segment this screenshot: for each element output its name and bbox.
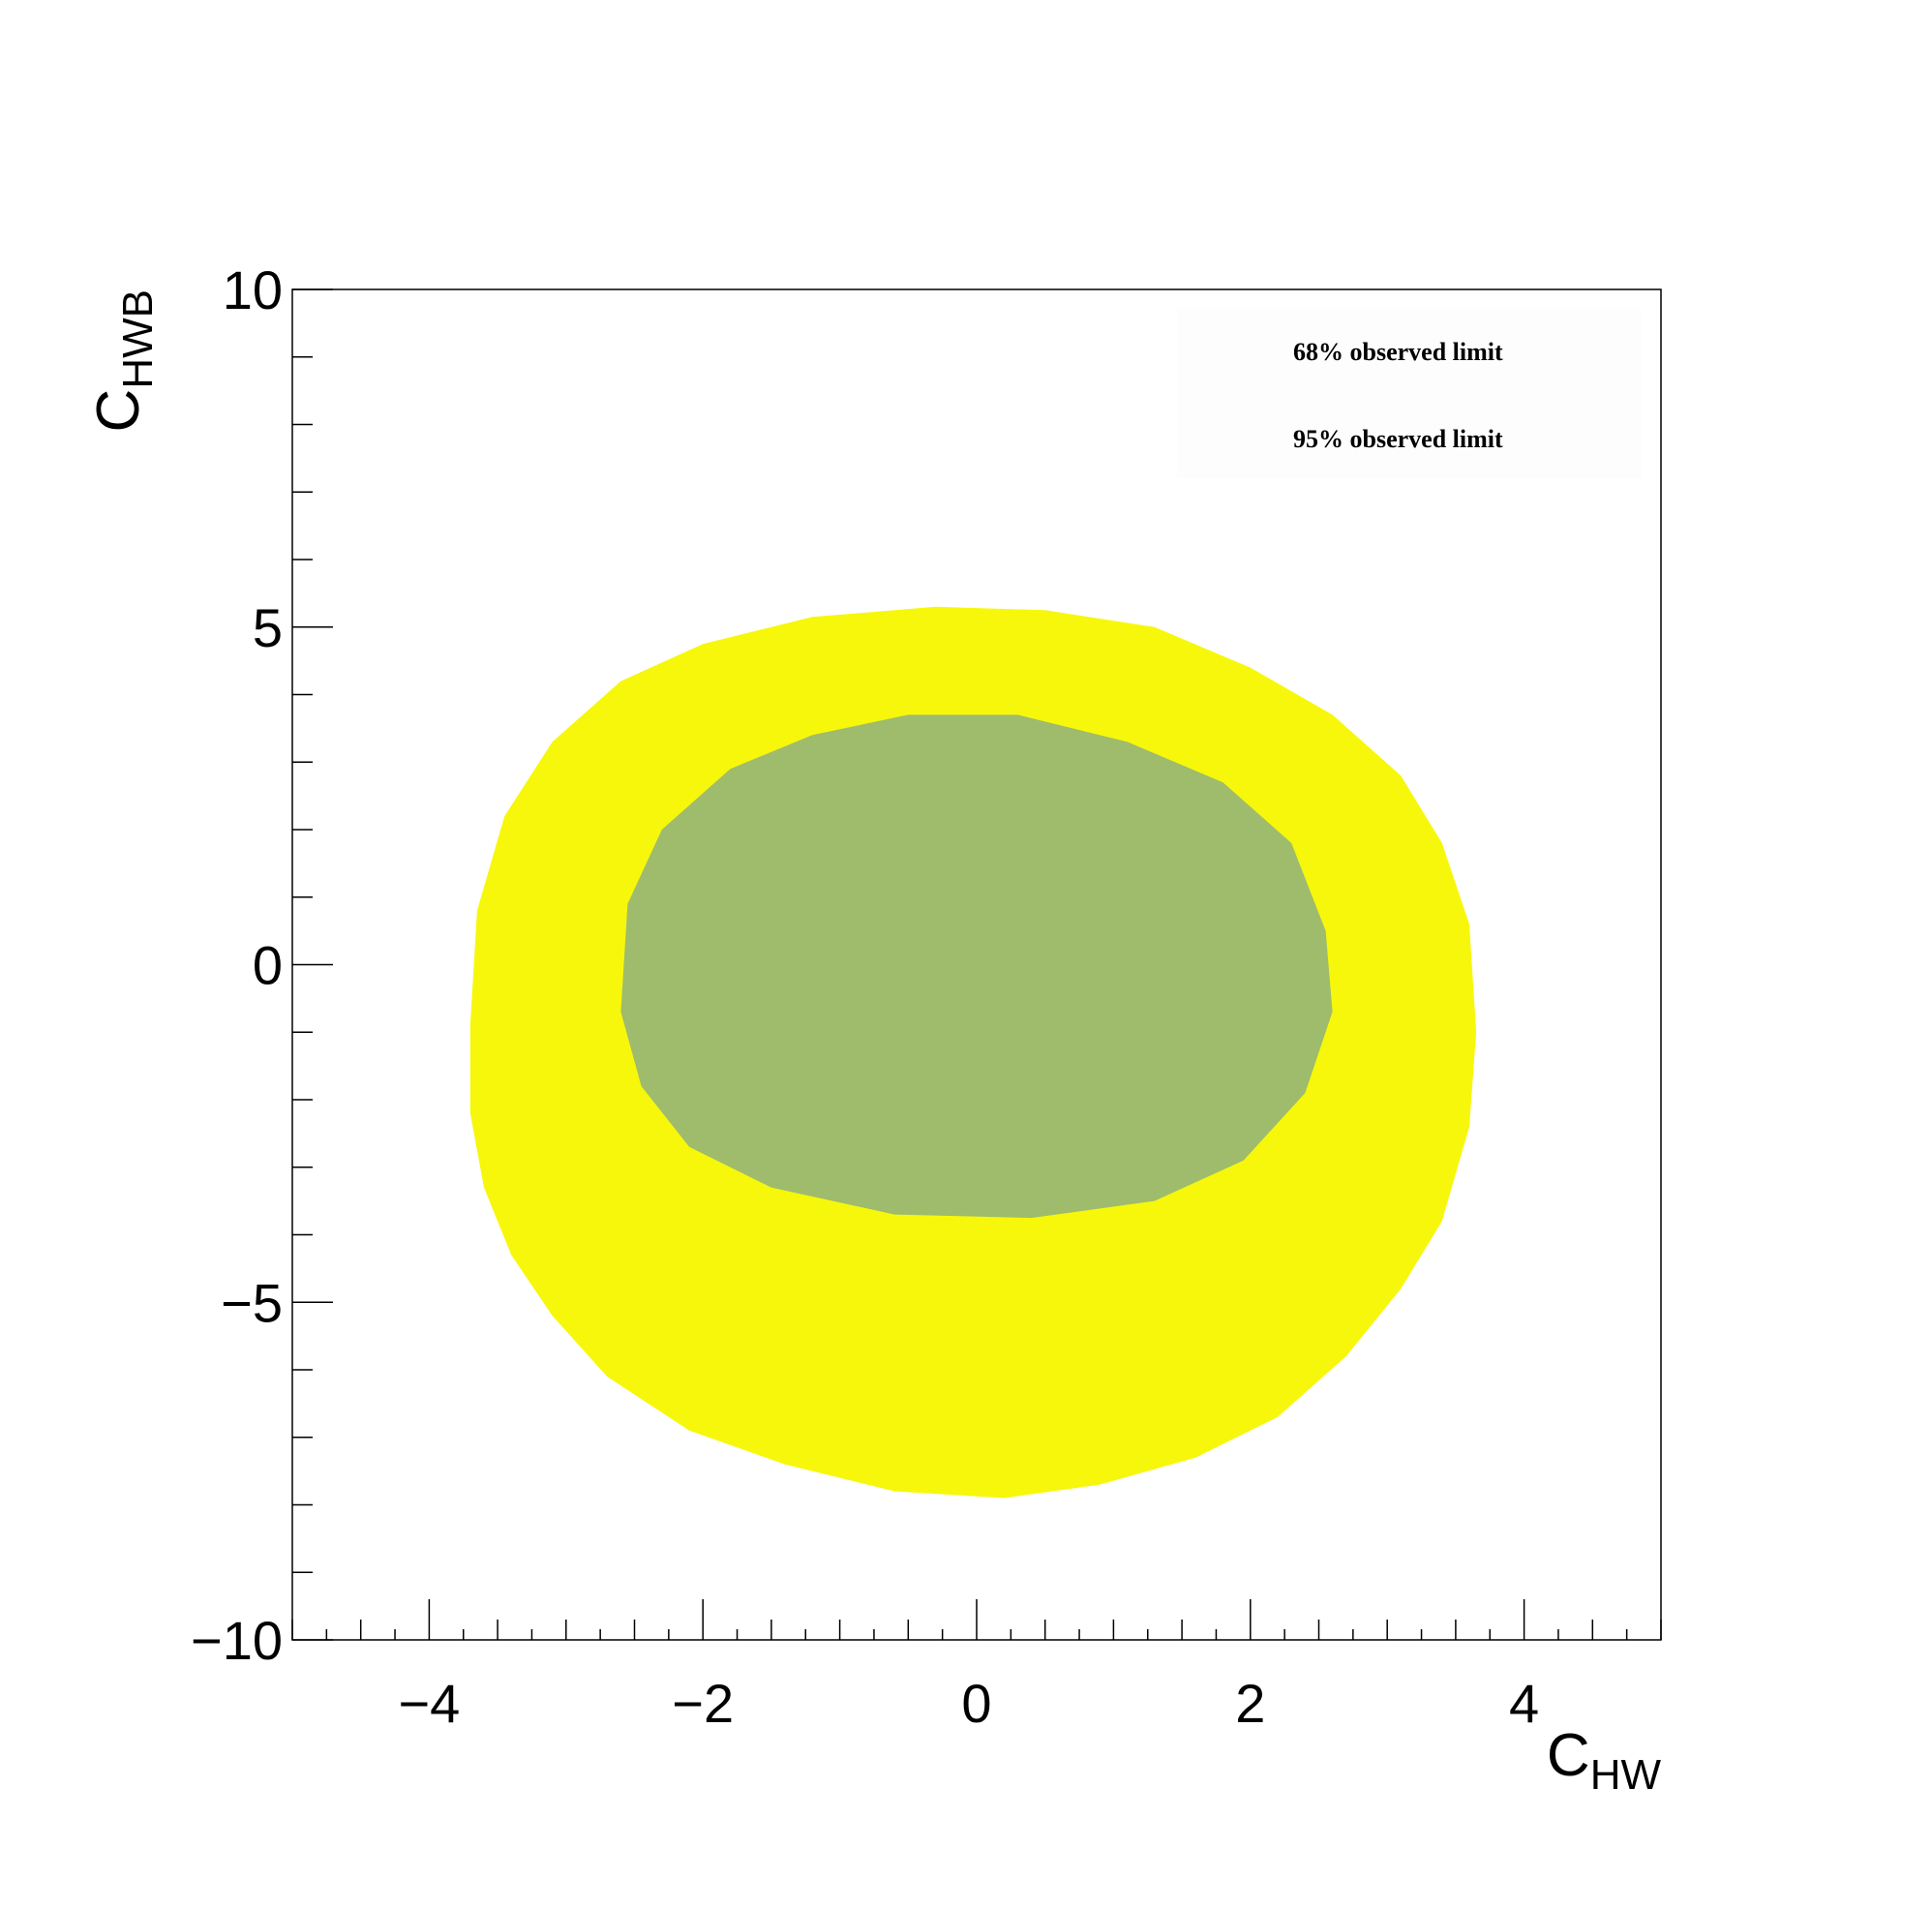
y-tick-label: 10	[223, 259, 283, 320]
legend-box	[1177, 309, 1642, 478]
y-axis-title-sub: HWB	[114, 289, 162, 389]
x-axis-title: CHW	[1547, 1722, 1662, 1799]
y-tick-label: −5	[221, 1272, 283, 1333]
x-axis-title-sub: HW	[1590, 1751, 1662, 1799]
x-tick-label: 4	[1509, 1673, 1539, 1734]
legend: 68% observed limit 95% observed limit	[1177, 309, 1642, 478]
legend-entry-label: 68% observed limit	[1293, 338, 1503, 366]
y-tick-label: 5	[253, 597, 283, 658]
y-axis-title: CHWB	[85, 289, 162, 432]
tick-labels: −4 −2 0 2 4 −10 −5 0 5 10	[191, 259, 1539, 1734]
y-tick-label: 0	[253, 935, 283, 996]
axis-ticks	[291, 288, 1662, 1641]
y-axis-title-main: C	[85, 389, 152, 433]
x-tick-label: 2	[1235, 1673, 1265, 1734]
contour-region-68	[620, 714, 1333, 1219]
contour-regions	[469, 606, 1477, 1499]
legend-entry-label: 95% observed limit	[1293, 425, 1503, 453]
x-tick-label: −2	[672, 1673, 734, 1734]
x-tick-label: 0	[961, 1673, 991, 1734]
x-axis-title-main: C	[1547, 1722, 1590, 1789]
x-tick-label: −4	[398, 1673, 460, 1734]
y-tick-label: −10	[191, 1610, 283, 1671]
